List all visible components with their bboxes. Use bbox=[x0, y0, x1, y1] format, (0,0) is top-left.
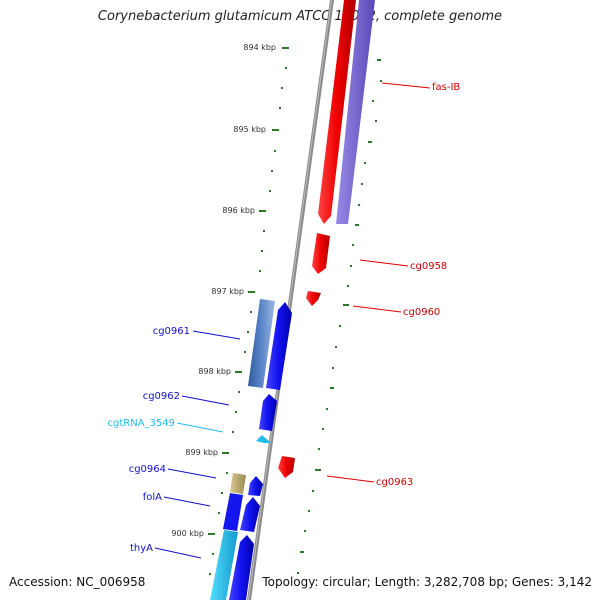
tick-label-899: 899 kbp bbox=[185, 448, 218, 457]
gene-cg0961-band bbox=[248, 299, 275, 388]
label-cg0961[interactable]: cg0961 bbox=[153, 326, 190, 337]
tick-labels: 894 kbp 895 kbp 896 kbp 897 kbp 898 kbp … bbox=[171, 43, 276, 538]
gene-cg0963[interactable] bbox=[278, 456, 295, 478]
label-fola[interactable]: folA bbox=[143, 492, 162, 503]
gene-cg0964[interactable] bbox=[248, 476, 263, 496]
gene-cg0960[interactable] bbox=[306, 291, 321, 306]
backbone-highlight bbox=[248, 0, 332, 600]
label-fas-ib[interactable]: fas-IB bbox=[432, 82, 460, 93]
label-cg0958[interactable]: cg0958 bbox=[410, 261, 447, 272]
gene-fola[interactable] bbox=[240, 497, 260, 532]
gene-cg0961[interactable] bbox=[266, 302, 292, 390]
gene-thya-band bbox=[210, 530, 238, 600]
gene-fas-ib[interactable] bbox=[318, 0, 356, 224]
label-cgtrna-3549[interactable]: cgtRNA_3549 bbox=[108, 418, 176, 429]
map-title: Corynebacterium glutamicum ATCC 13032, c… bbox=[97, 9, 503, 24]
gene-thya[interactable] bbox=[229, 535, 254, 600]
gene-fola-band bbox=[223, 493, 243, 531]
label-thya[interactable]: thyA bbox=[130, 543, 153, 554]
gene-fas-ib-shadow bbox=[336, 0, 375, 224]
tick-label-897: 897 kbp bbox=[211, 287, 244, 296]
gene-cg0964-band bbox=[230, 473, 246, 494]
gene-label-group: fas-IB cg0958 cg0960 cg0963 cg0961 cg096… bbox=[108, 82, 460, 559]
label-cg0963[interactable]: cg0963 bbox=[376, 477, 413, 488]
gene-cg0962[interactable] bbox=[259, 394, 277, 431]
tick-label-894: 894 kbp bbox=[243, 43, 276, 52]
scale-track bbox=[208, 47, 289, 575]
tick-label-896: 896 kbp bbox=[222, 206, 255, 215]
topology-text: Topology: circular; Length: 3,282,708 bp… bbox=[262, 575, 592, 589]
label-cg0960[interactable]: cg0960 bbox=[403, 307, 440, 318]
label-cg0964[interactable]: cg0964 bbox=[129, 464, 166, 475]
accession-text: Accession: NC_006958 bbox=[9, 575, 146, 589]
tick-label-900: 900 kbp bbox=[171, 529, 204, 538]
gene-cgtrna-3549[interactable] bbox=[256, 435, 271, 443]
gene-cg0958[interactable] bbox=[312, 233, 330, 274]
outer-track bbox=[297, 59, 382, 574]
label-cg0962[interactable]: cg0962 bbox=[143, 391, 180, 402]
tick-label-898: 898 kbp bbox=[198, 367, 231, 376]
tick-label-895: 895 kbp bbox=[233, 125, 266, 134]
